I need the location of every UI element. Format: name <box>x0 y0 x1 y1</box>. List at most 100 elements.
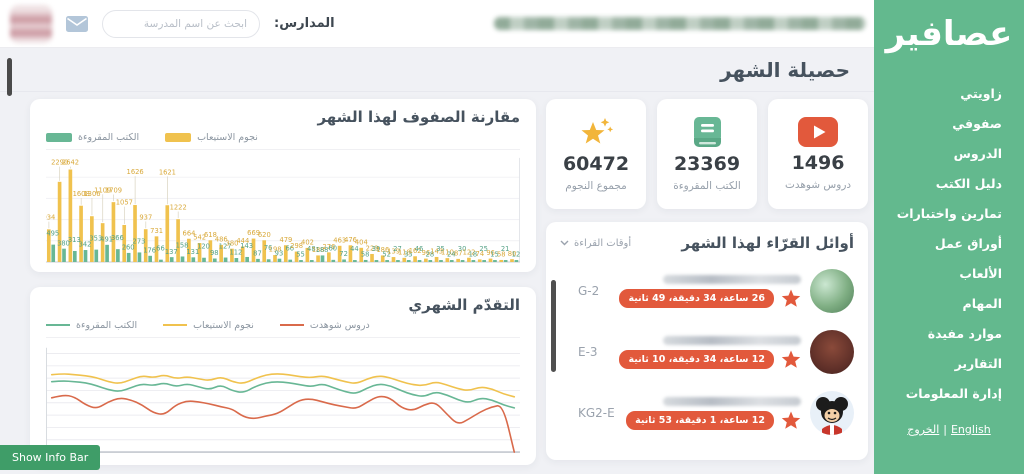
svg-text:1222: 1222 <box>170 204 187 212</box>
svg-text:486: 486 <box>215 236 228 244</box>
svg-text:120: 120 <box>197 243 210 251</box>
stat-card-total-stars: 60472 مجموع النجوم <box>546 99 646 209</box>
svg-text:731: 731 <box>150 227 163 235</box>
legend-item-books[interactable]: الكتب المقروءة <box>46 132 139 143</box>
top-readers-title: أوائل القرّاء لهذا الشهر <box>681 234 854 252</box>
sidebar-item-my-corner[interactable]: زاويتي <box>960 85 1002 101</box>
svg-text:276: 276 <box>323 243 336 251</box>
reader-name-redacted <box>663 396 801 406</box>
page-scrollbar[interactable] <box>7 58 12 96</box>
svg-text:139: 139 <box>387 248 400 256</box>
svg-text:463: 463 <box>333 236 346 244</box>
sidebar-item-worksheets[interactable]: أوراق عمل <box>934 235 1002 251</box>
svg-text:444: 444 <box>236 237 249 245</box>
top-readers-panel: أوائل القرّاء لهذا الشهر أوقات القراءة 2… <box>546 222 868 460</box>
sidebar-item-reports[interactable]: التقارير <box>954 355 1002 371</box>
reader-details: 12 ساعة، 1 دقيقة، 53 ثانية <box>626 396 801 430</box>
sidebar-item-info-management[interactable]: إدارة المعلومات <box>905 385 1002 401</box>
stat-label: دروس شوهدت <box>784 179 852 191</box>
legend-label: نجوم الاستيعاب <box>193 319 254 331</box>
legend-item-lessons[interactable]: دروس شوهدت <box>279 320 370 331</box>
monthly-progress-line-chart <box>46 344 520 460</box>
language-link[interactable]: English <box>950 423 991 436</box>
sidebar-item-my-classes[interactable]: صفوفي <box>952 115 1002 131</box>
page-title: حصيلة الشهر <box>720 57 850 82</box>
monthly-progress-card: التقدّم الشهري الكتب المقروءة نجوم الاست… <box>30 286 536 466</box>
legend-label: نجوم الاستيعاب <box>197 132 258 143</box>
reading-times-dropdown[interactable]: أوقات القراءة <box>560 238 631 249</box>
svg-text:27: 27 <box>393 245 402 253</box>
bar-chart-title: مقارنة الصفوف لهذا الشهر <box>317 108 520 126</box>
svg-text:669: 669 <box>247 229 260 237</box>
svg-text:273: 273 <box>133 237 146 245</box>
svg-text:58: 58 <box>497 251 506 259</box>
svg-text:313: 313 <box>68 236 81 244</box>
legend-label: الكتب المقروءة <box>76 319 138 331</box>
svg-text:58: 58 <box>361 251 370 259</box>
reader-name-redacted <box>663 274 801 284</box>
legend-label: الكتب المقروءة <box>78 132 140 143</box>
legend-item-books[interactable]: الكتب المقروءة <box>46 320 137 331</box>
content: 1496 دروس شوهدت 23369 الكتب المقروءة 604… <box>0 92 874 466</box>
svg-text:618: 618 <box>204 231 217 239</box>
svg-text:198: 198 <box>269 246 282 254</box>
svg-text:24: 24 <box>447 251 456 259</box>
sidebar-footer: English|الخروج <box>874 423 1024 474</box>
logout-link[interactable]: الخروج <box>907 423 940 436</box>
svg-text:620: 620 <box>258 231 271 239</box>
svg-text:66: 66 <box>156 245 165 253</box>
main-area: حصيلة الشهر 1496 دروس شوهدت 23369 الكتب … <box>0 48 874 474</box>
right-column: 1496 دروس شوهدت 23369 الكتب المقروءة 604… <box>546 99 868 460</box>
asafeer-logo: عصافير <box>885 14 1014 54</box>
svg-text:35: 35 <box>436 245 445 253</box>
reading-time-row: 12 ساعة، 1 دقيقة، 53 ثانية <box>626 410 801 430</box>
schools-label: المدارس: <box>274 16 335 31</box>
svg-text:46: 46 <box>415 245 424 253</box>
reader-class-label: E-3 <box>578 345 598 359</box>
svg-text:110: 110 <box>441 249 454 257</box>
svg-text:188: 188 <box>316 246 329 254</box>
svg-text:15: 15 <box>490 251 499 259</box>
svg-text:260: 260 <box>122 244 135 252</box>
svg-text:30: 30 <box>458 245 467 253</box>
svg-text:1306: 1306 <box>83 190 100 198</box>
yellow-swatch <box>165 133 192 142</box>
svg-text:491: 491 <box>100 235 113 243</box>
svg-text:495: 495 <box>46 229 59 237</box>
stat-value: 1496 <box>791 152 845 174</box>
svg-text:476: 476 <box>344 236 357 244</box>
svg-text:25: 25 <box>479 245 488 253</box>
show-info-bar-button[interactable]: Show Info Bar <box>0 445 101 470</box>
readers-list-scrollbar[interactable] <box>551 280 556 372</box>
svg-text:48: 48 <box>307 245 316 253</box>
svg-text:18: 18 <box>469 251 478 259</box>
sidebar-item-lessons[interactable]: الدروس <box>953 145 1002 161</box>
reader-row: 26 ساعة، 34 دقيقة، 49 ثانية G-2 <box>560 269 854 313</box>
sidebar-item-tasks[interactable]: المهام <box>962 295 1002 311</box>
svg-text:28: 28 <box>426 251 435 259</box>
svg-text:158: 158 <box>176 241 189 249</box>
svg-text:1057: 1057 <box>116 199 133 207</box>
sidebar-item-games[interactable]: الألعاب <box>959 265 1002 281</box>
stat-label: مجموع النجوم <box>565 180 627 192</box>
school-search-input[interactable] <box>115 10 247 37</box>
svg-text:342: 342 <box>79 241 92 249</box>
sidebar-item-useful-resources[interactable]: موارد مفيدة <box>927 325 1002 341</box>
svg-text:72: 72 <box>339 250 348 258</box>
legend-item-stars[interactable]: نجوم الاستيعاب <box>165 132 258 143</box>
sidebar-item-exercises-tests[interactable]: تمارين واختبارات <box>896 205 1002 221</box>
reader-row: 12 ساعة، 34 دقيقة، 10 ثانية E-3 <box>560 330 854 374</box>
svg-text:131: 131 <box>186 248 199 256</box>
legend-item-stars[interactable]: نجوم الاستيعاب <box>163 320 254 331</box>
svg-text:80: 80 <box>508 250 517 258</box>
book-icon <box>694 117 721 147</box>
stat-card-lessons-watched: 1496 دروس شوهدت <box>768 99 868 209</box>
yellow-line-swatch <box>163 324 188 327</box>
line-chart-title: التقدّم الشهري <box>408 295 520 314</box>
mail-icon[interactable] <box>66 15 88 32</box>
stat-value: 60472 <box>562 153 630 175</box>
footer-separator: | <box>943 423 947 436</box>
sidebar-item-books-guide[interactable]: دليل الكتب <box>935 175 1002 191</box>
reader-name-redacted <box>663 335 801 345</box>
svg-text:366: 366 <box>111 234 124 242</box>
